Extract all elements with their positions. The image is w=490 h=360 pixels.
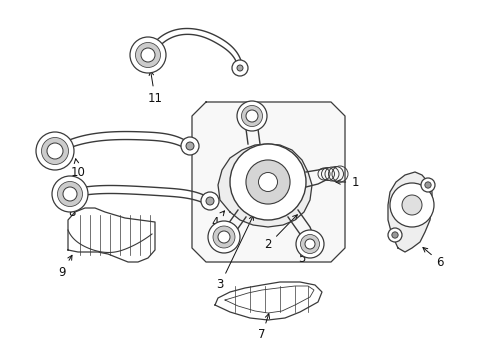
- Circle shape: [186, 142, 194, 150]
- Circle shape: [52, 176, 88, 212]
- Polygon shape: [68, 208, 155, 262]
- Circle shape: [390, 183, 434, 227]
- Circle shape: [136, 42, 161, 68]
- Text: 1: 1: [336, 175, 359, 189]
- Circle shape: [181, 137, 199, 155]
- Circle shape: [388, 228, 402, 242]
- Text: 6: 6: [423, 248, 444, 269]
- Text: 4: 4: [211, 211, 224, 229]
- Circle shape: [305, 239, 315, 249]
- Text: 7: 7: [258, 314, 270, 342]
- Polygon shape: [218, 144, 312, 227]
- Circle shape: [392, 232, 398, 238]
- Circle shape: [246, 110, 258, 122]
- Polygon shape: [388, 172, 432, 252]
- Circle shape: [47, 143, 63, 159]
- Circle shape: [425, 182, 431, 188]
- Circle shape: [402, 195, 422, 215]
- Circle shape: [237, 65, 243, 71]
- Circle shape: [206, 197, 214, 205]
- Circle shape: [213, 226, 235, 248]
- Circle shape: [218, 231, 230, 243]
- Circle shape: [130, 37, 166, 73]
- Text: 8: 8: [68, 200, 76, 220]
- Polygon shape: [192, 102, 345, 262]
- Circle shape: [237, 101, 267, 131]
- Circle shape: [259, 172, 277, 192]
- Circle shape: [300, 234, 319, 253]
- Circle shape: [242, 105, 263, 126]
- Text: 5: 5: [298, 246, 308, 265]
- Circle shape: [208, 221, 240, 253]
- Text: 9: 9: [58, 255, 72, 279]
- Circle shape: [246, 160, 290, 204]
- Circle shape: [63, 187, 77, 201]
- Circle shape: [36, 132, 74, 170]
- Circle shape: [42, 138, 69, 165]
- Text: 10: 10: [71, 159, 85, 179]
- Text: 3: 3: [216, 216, 253, 292]
- Circle shape: [296, 230, 324, 258]
- Circle shape: [230, 144, 306, 220]
- Circle shape: [232, 60, 248, 76]
- Polygon shape: [215, 282, 322, 320]
- Circle shape: [421, 178, 435, 192]
- Circle shape: [57, 181, 82, 207]
- Circle shape: [201, 192, 219, 210]
- Text: 2: 2: [264, 215, 297, 252]
- Circle shape: [141, 48, 155, 62]
- Text: 11: 11: [147, 71, 163, 104]
